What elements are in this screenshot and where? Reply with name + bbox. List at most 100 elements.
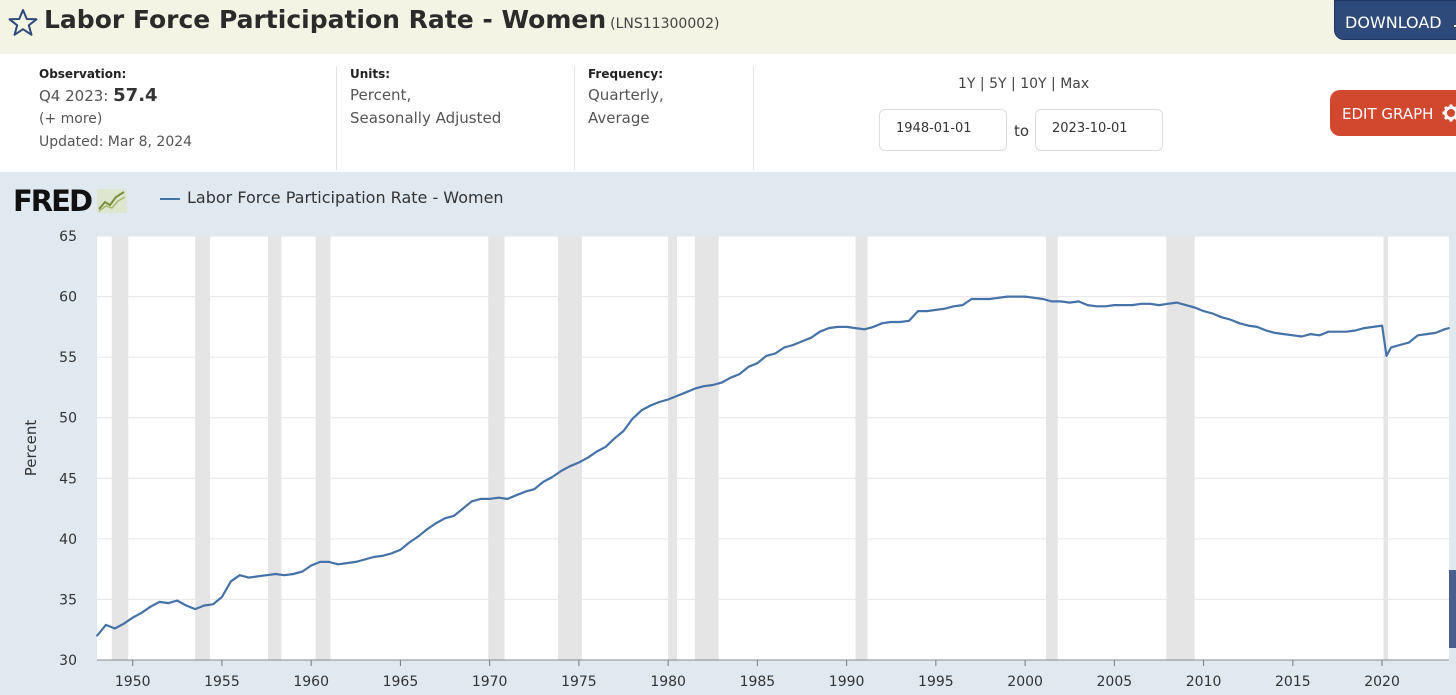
range-1y[interactable]: 1Y [958, 76, 976, 92]
data-point [328, 560, 330, 563]
data-point [774, 352, 777, 355]
data-point [1291, 334, 1294, 337]
frequency-block: Frequency: Quarterly, Average [588, 66, 664, 130]
data-point [1354, 329, 1357, 332]
data-point [1318, 334, 1321, 337]
edit-graph-label: EDIT GRAPH [1342, 105, 1434, 123]
data-point [1274, 332, 1276, 334]
range-separator: | [1051, 76, 1056, 92]
data-point [1113, 304, 1116, 306]
data-point [845, 325, 848, 328]
data-point [461, 507, 464, 510]
data-point [1247, 324, 1250, 327]
data-point [506, 497, 509, 500]
data-point [292, 573, 295, 575]
data-point [890, 321, 893, 323]
data-point [1416, 334, 1419, 337]
updated-date: Updated: Mar 8, 2024 [39, 134, 193, 150]
data-point [1385, 355, 1388, 357]
range-10y[interactable]: 10Y [1020, 76, 1047, 92]
data-point [1309, 333, 1312, 336]
x-tick-label: 1970 [472, 674, 508, 690]
data-point [140, 611, 143, 614]
data-point [444, 517, 446, 520]
data-point [1372, 325, 1375, 328]
y-tick-label: 60 [59, 290, 77, 306]
data-point [265, 574, 268, 577]
data-point [256, 575, 259, 578]
x-tick-label: 1995 [918, 674, 954, 690]
more-link[interactable]: (+ more) [39, 111, 103, 127]
data-point [1193, 306, 1196, 309]
data-point [747, 365, 750, 368]
to-label: to [1014, 122, 1030, 140]
meta-row: Observation: Q4 2023: 57.4 (+ more) Upda… [0, 54, 1456, 172]
x-tick-label: 1950 [115, 674, 151, 690]
data-point [1425, 333, 1428, 336]
line-chart[interactable]: 30 35 40 45 50 55 60 65 1950 1955 1960 1965 1970 1975… [0, 172, 1456, 695]
data-point [542, 481, 545, 483]
data-point [649, 404, 652, 407]
x-tick-label: 2000 [1007, 674, 1043, 690]
data-point [783, 346, 786, 349]
x-tick-label: 1985 [740, 674, 776, 690]
data-point [738, 373, 741, 376]
divider [336, 66, 337, 170]
edit-graph-button[interactable]: EDIT GRAPH [1330, 90, 1456, 136]
start-date-input[interactable]: 1948-01-01 [879, 109, 1007, 151]
data-point [185, 604, 188, 607]
data-point [158, 600, 161, 603]
series-header: Labor Force Participation Rate - Women (L… [0, 0, 1456, 54]
divider [574, 66, 575, 170]
data-point [836, 325, 839, 328]
range-max[interactable]: Max [1060, 76, 1090, 92]
fred-logo: FRED [13, 184, 128, 218]
data-point [1265, 329, 1267, 332]
data-point [988, 298, 991, 300]
star-icon[interactable] [8, 8, 38, 38]
data-point [105, 623, 107, 626]
data-point [1158, 304, 1160, 306]
data-point [131, 616, 134, 619]
data-point [354, 560, 357, 563]
data-point [203, 604, 205, 607]
data-point [1220, 316, 1223, 319]
chart-legend[interactable]: Labor Force Participation Rate - Women [160, 188, 504, 207]
y-axis-label: Percent [22, 420, 40, 477]
data-point [1166, 302, 1169, 305]
recession-band [1166, 236, 1195, 660]
data-point [1033, 296, 1035, 299]
data-point [952, 305, 955, 308]
data-point [274, 573, 277, 575]
data-point [926, 310, 928, 313]
scrollbar-thumb[interactable] [1449, 570, 1456, 648]
download-button[interactable]: DOWNLOAD [1334, 0, 1456, 40]
data-point [979, 298, 982, 300]
data-point [113, 627, 116, 630]
data-point [854, 327, 857, 329]
recession-band [267, 236, 282, 660]
data-point [1443, 328, 1446, 331]
x-tick-label: 2005 [1097, 674, 1133, 690]
data-point [899, 321, 902, 323]
recession-band [1045, 236, 1058, 660]
data-point [1448, 327, 1450, 329]
data-point [640, 409, 643, 412]
chart-area: FRED Labor Force Participation Rate - Wo… [0, 172, 1456, 695]
fred-logo-text: FRED [13, 184, 93, 218]
data-point [122, 622, 125, 625]
range-5y[interactable]: 5Y [989, 76, 1007, 92]
range-separator: | [979, 76, 985, 92]
data-point [1336, 330, 1339, 333]
range-selector: 1Y | 5Y | 10Y | Max [958, 76, 1089, 92]
data-point [1042, 298, 1044, 300]
recession-band [694, 236, 719, 660]
series-id: (LNS11300002) [610, 16, 720, 32]
data-point [221, 596, 223, 598]
data-point [1149, 302, 1151, 305]
data-point [488, 497, 491, 500]
data-point [1256, 325, 1259, 328]
data-point [1381, 324, 1383, 327]
data-point [1202, 310, 1205, 313]
end-date-input[interactable]: 2023-10-01 [1035, 109, 1163, 151]
